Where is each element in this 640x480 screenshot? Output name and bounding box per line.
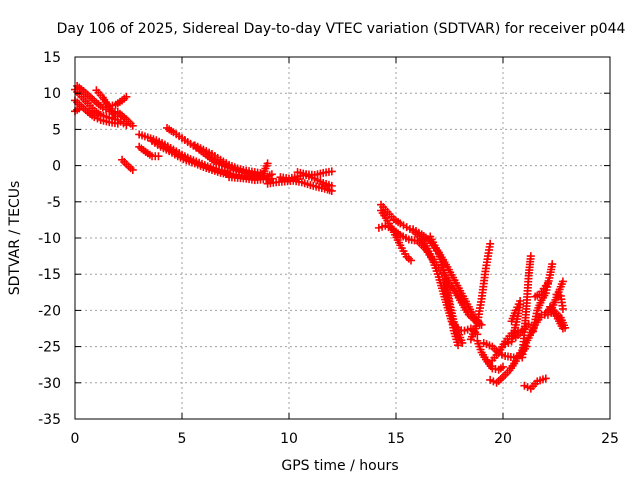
- chart-title: Day 106 of 2025, Sidereal Day-to-day VTE…: [57, 21, 626, 37]
- y-tick-label: -15: [38, 267, 61, 283]
- x-tick-label: 15: [387, 431, 405, 447]
- data-point: [122, 92, 131, 101]
- data-point: [558, 304, 567, 313]
- data-trace: [520, 374, 550, 393]
- data-point: [526, 252, 535, 261]
- y-tick-label: -30: [38, 376, 61, 392]
- data-point: [267, 174, 276, 183]
- data-point: [113, 119, 122, 128]
- data-point: [154, 152, 163, 161]
- y-tick-label: 15: [43, 50, 61, 66]
- data-point: [558, 324, 567, 333]
- y-axis-label: SDTVAR / TECUs: [7, 181, 23, 296]
- data-point: [128, 121, 137, 130]
- axis-ticks: 0 5 10 15 20 25 -35 -30 -25 -20 -15 -10 -5 0 5 10 15: [38, 50, 619, 447]
- data-point: [499, 362, 507, 371]
- data-trace: [518, 252, 535, 362]
- data-point: [558, 277, 567, 286]
- x-tick-label: 0: [71, 431, 80, 447]
- data-trace: [105, 92, 131, 111]
- x-tick-label: 20: [494, 431, 512, 447]
- data-trace: [118, 155, 137, 174]
- x-tick-label: 10: [280, 431, 298, 447]
- data-point: [548, 260, 557, 269]
- data-trace: [225, 173, 276, 185]
- x-tick-label: 25: [601, 431, 619, 447]
- series-sdtvar: [71, 81, 570, 393]
- data-trace: [190, 141, 272, 178]
- data-trace: [71, 96, 122, 128]
- y-tick-label: 10: [43, 86, 61, 102]
- grid-lines: [75, 57, 610, 419]
- data-series: [71, 81, 570, 393]
- y-tick-label: -10: [38, 231, 61, 247]
- data-point: [327, 181, 336, 190]
- data-point: [111, 112, 120, 121]
- data-point: [541, 374, 550, 383]
- y-tick-label: -35: [38, 412, 61, 428]
- x-tick-label: 5: [178, 431, 187, 447]
- data-point: [516, 296, 525, 305]
- data-trace: [466, 239, 495, 344]
- data-trace: [441, 275, 463, 350]
- x-axis-label: GPS time / hours: [281, 458, 398, 474]
- y-tick-label: -20: [38, 303, 61, 319]
- data-trace: [507, 296, 525, 326]
- data-trace: [377, 200, 482, 339]
- data-point: [263, 159, 272, 168]
- data-point: [128, 165, 137, 174]
- data-trace: [135, 142, 163, 161]
- data-point: [486, 239, 495, 248]
- data-trace: [552, 290, 567, 313]
- y-tick-label: -25: [38, 340, 61, 356]
- data-point: [327, 167, 336, 176]
- y-tick-label: -5: [47, 195, 61, 211]
- data-trace: [546, 302, 567, 333]
- y-tick-label: 5: [52, 122, 61, 138]
- data-point: [406, 256, 415, 265]
- data-trace: [473, 336, 507, 374]
- data-trace: [293, 167, 336, 180]
- data-point: [75, 104, 84, 113]
- data-point: [454, 341, 463, 350]
- data-trace: [528, 260, 557, 336]
- data-trace: [377, 206, 415, 265]
- y-tick-label: 0: [52, 159, 61, 175]
